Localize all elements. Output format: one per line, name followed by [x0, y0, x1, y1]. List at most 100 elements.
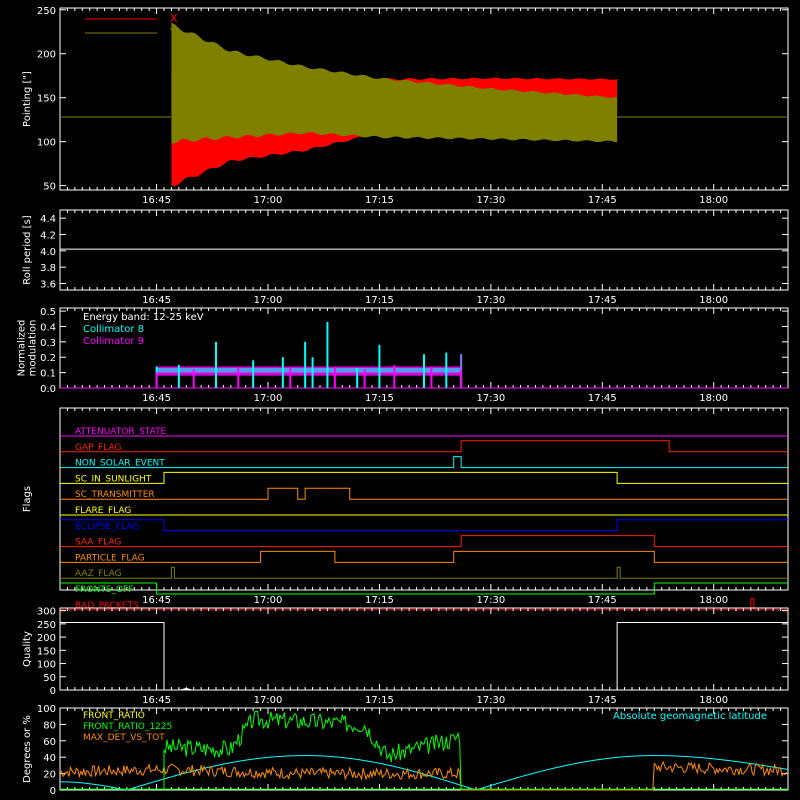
x-tick-label: 18:00 — [699, 393, 728, 404]
modulation-legend-1: Collimator 8 — [83, 324, 144, 335]
y-tick-label: 0 — [50, 686, 56, 697]
x-tick-label: 17:15 — [365, 595, 394, 606]
legend-label-y: Y — [169, 26, 177, 39]
y-tick-label: 0.1 — [40, 369, 56, 380]
flag-label-bad-packets: BAD_PACKETS — [75, 601, 139, 611]
flag-label-attenuator-state: ATTENUATOR_STATE — [75, 427, 167, 437]
x-tick-label: 17:00 — [254, 695, 283, 706]
x-tick-label: 17:30 — [476, 595, 505, 606]
y-tick-label: 50 — [43, 673, 56, 684]
modulation-legend-2: Collimator 9 — [83, 336, 144, 347]
quality-line — [60, 622, 788, 691]
panel-frame-4 — [59, 607, 789, 691]
x-tick-label: 17:45 — [588, 595, 617, 606]
flag-label-fronts-off: FRONTS_OFF — [75, 585, 133, 595]
flag-line-gap-flag — [60, 440, 788, 453]
x-tick-label: 16:45 — [142, 295, 171, 306]
flag-line-aaz-flag — [60, 566, 788, 579]
x-tick-label: 18:00 — [699, 595, 728, 606]
flag-line-non-solar-event — [60, 456, 788, 469]
x-tick-label: 16:45 — [142, 595, 171, 606]
y-tick-label: 3.8 — [40, 263, 56, 274]
quality-blip — [178, 687, 194, 690]
x-tick-label: 17:30 — [476, 295, 505, 306]
x-tick-label: 17:00 — [254, 295, 283, 306]
y-tick-label: 150 — [37, 646, 56, 657]
x-tick-label: 16:45 — [142, 195, 171, 206]
front-ratio-1225-line — [163, 710, 462, 791]
max-det-vs-tot-line — [59, 760, 787, 791]
pointing-band-y — [171, 22, 618, 144]
x-tick-label: 17:00 — [254, 595, 283, 606]
x-tick-label: 16:45 — [142, 695, 171, 706]
y-axis-label: Roll period [s] — [22, 215, 33, 284]
y-tick-label: 4.0 — [40, 247, 56, 258]
x-tick-label: 17:15 — [365, 295, 394, 306]
y-tick-label: 80 — [43, 720, 56, 731]
degrees-legend-1: FRONT_RATIO_1225 — [83, 722, 172, 732]
y-tick-label: 20 — [43, 770, 56, 781]
flag-line-eclipse-flag — [60, 519, 788, 532]
y-axis-label: Degrees or % — [22, 715, 33, 783]
x-tick-label: 17:00 — [254, 195, 283, 206]
x-tick-label: 16:45 — [142, 393, 171, 404]
y-tick-label: 50 — [43, 182, 56, 193]
y-tick-label: 100 — [37, 660, 56, 671]
y-axis-label: Quality — [22, 631, 33, 667]
x-tick-label: 17:15 — [365, 393, 394, 404]
flag-line-sc-transmitter — [60, 487, 788, 500]
y-tick-label: 100 — [37, 704, 56, 715]
y-tick-label: 250 — [37, 620, 56, 631]
legend-label-x: X — [170, 12, 178, 25]
flag-label-sc-transmitter: SC_TRANSMITTER — [75, 490, 155, 500]
x-tick-label: 17:15 — [365, 195, 394, 206]
y-tick-label: 200 — [37, 633, 56, 644]
x-tick-label: 17:45 — [588, 695, 617, 706]
flag-label-non-solar-event: NON_SOLAR_EVENT — [75, 459, 165, 469]
x-tick-label: 17:30 — [476, 695, 505, 706]
y-tick-label: 0.4 — [40, 322, 56, 333]
latitude-annotation: Absolute geomagnetic latitude — [613, 711, 767, 722]
flag-label-aaz-flag: AAZ_FLAG — [75, 569, 122, 579]
y-tick-label: 60 — [43, 737, 56, 748]
x-tick-label: 17:30 — [476, 195, 505, 206]
panel-frame-1 — [59, 209, 789, 291]
y-axis-label: Pointing ["] — [22, 71, 33, 127]
y-tick-label: 300 — [37, 607, 56, 618]
y-axis-label: modulation — [28, 320, 39, 377]
degrees-legend-2: MAX_DET_VS_TOT — [83, 733, 165, 743]
y-tick-label: 150 — [37, 94, 56, 105]
x-tick-label: 17:45 — [588, 295, 617, 306]
x-tick-label: 18:00 — [699, 195, 728, 206]
flag-label-gap-flag: GAP_FLAG — [75, 443, 121, 453]
y-tick-label: 100 — [37, 138, 56, 149]
y-tick-label: 250 — [37, 6, 56, 17]
y-axis-label: Flags — [22, 486, 33, 512]
x-tick-label: 18:00 — [699, 295, 728, 306]
collimator-8-band — [156, 368, 462, 373]
y-tick-label: 0.5 — [40, 307, 56, 318]
flag-line-particle-flag — [60, 550, 788, 563]
y-tick-label: 4.4 — [40, 214, 56, 225]
y-tick-label: 0.2 — [40, 353, 56, 364]
y-tick-label: 3.6 — [40, 279, 56, 290]
latitude-line — [59, 755, 789, 791]
flag-label-particle-flag: PARTICLE_FLAG — [75, 553, 145, 563]
x-tick-label: 17:00 — [254, 393, 283, 404]
modulation-legend-0: Energy band: 12-25 keV — [83, 312, 204, 323]
flag-line-bad-packets — [60, 598, 788, 611]
y-tick-label: 0.0 — [40, 384, 56, 395]
flag-line-fronts-off — [60, 582, 788, 595]
y-tick-label: 0 — [50, 786, 56, 797]
y-tick-label: 40 — [43, 753, 56, 764]
y-axis-label: Normalized — [17, 320, 28, 377]
x-tick-label: 17:30 — [476, 393, 505, 404]
y-tick-label: 200 — [37, 50, 56, 61]
flag-label-flare-flag: FLARE_FLAG — [75, 506, 131, 516]
x-tick-label: 17:45 — [588, 195, 617, 206]
x-tick-label: 18:00 — [699, 695, 728, 706]
flag-label-saa-flag: SAA_FLAG — [75, 538, 121, 548]
x-tick-label: 17:15 — [365, 695, 394, 706]
x-tick-label: 17:45 — [588, 393, 617, 404]
